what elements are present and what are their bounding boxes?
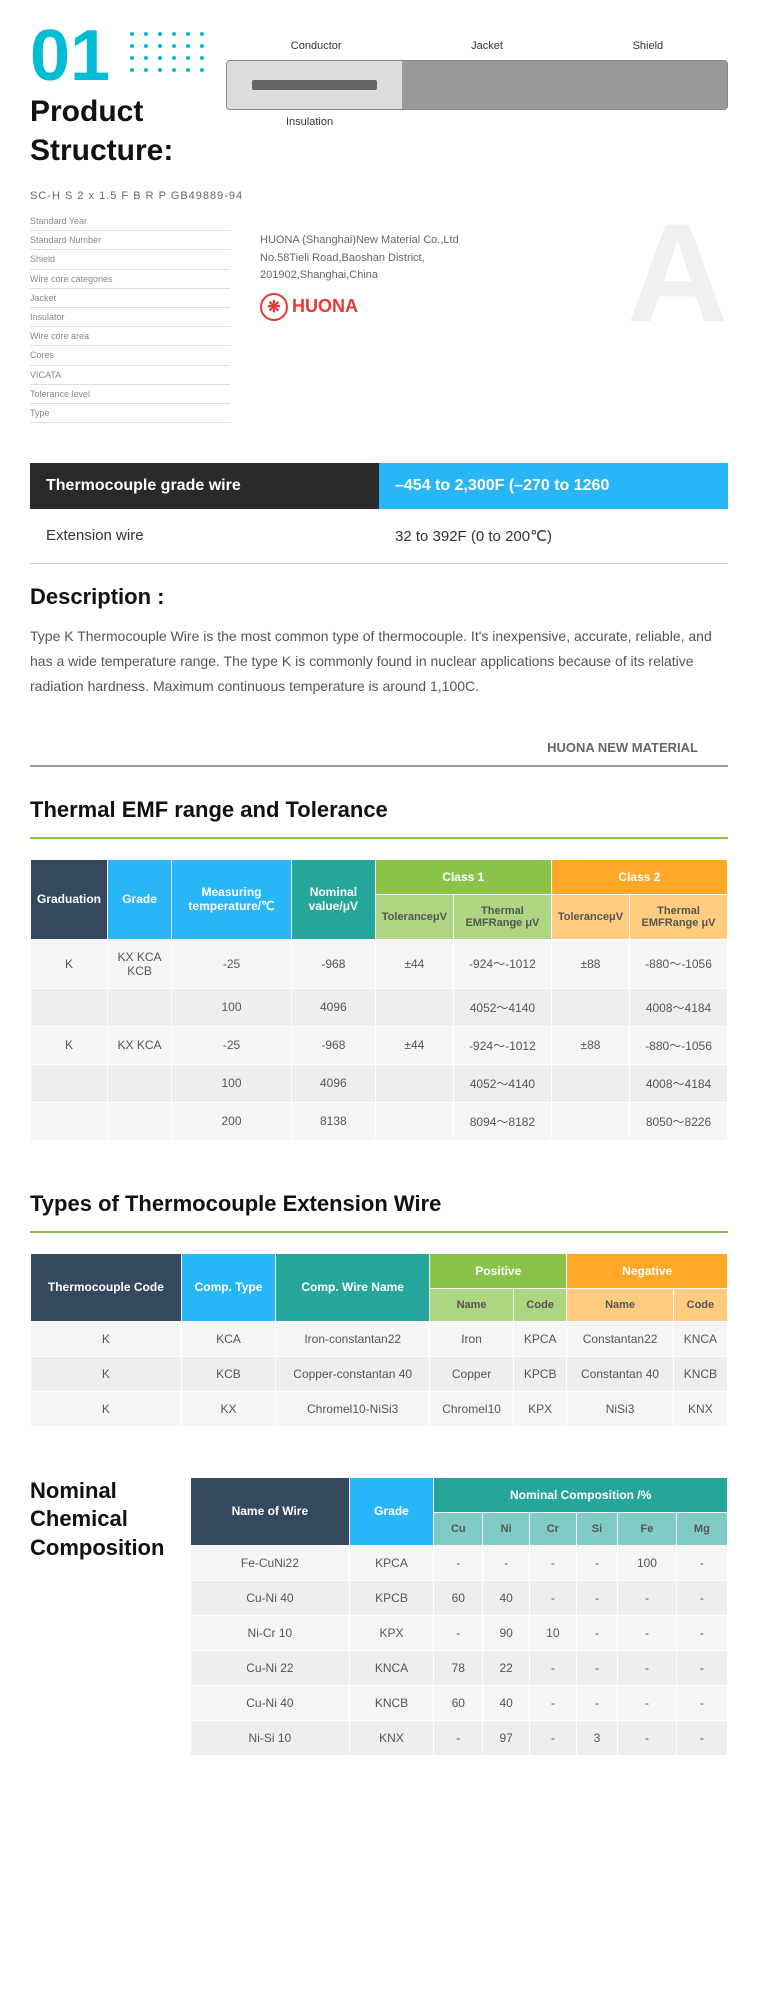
- huona-logo-text: HUONA: [292, 296, 358, 317]
- spec-label: Wire core categories: [30, 270, 230, 289]
- types-heading: Types of Thermocouple Extension Wire: [30, 1191, 728, 1217]
- huona-logo: ❋ HUONA: [260, 293, 358, 321]
- th-grade: Grade: [108, 859, 172, 939]
- th-grade2: Grade: [349, 1477, 434, 1545]
- grade-wire-value: –454 to 2,300F (–270 to 1260: [379, 463, 728, 509]
- types-table: Thermocouple Code Comp. Type Comp. Wire …: [30, 1253, 728, 1427]
- emf-section: Thermal EMF range and Tolerance: [0, 777, 758, 823]
- th-ncode: Code: [673, 1288, 727, 1321]
- table-row: Ni-Cr 10KPX-9010---: [191, 1615, 728, 1650]
- cable-label-insulation: Insulation: [226, 116, 728, 128]
- section-number-block: 01 Product Structure:: [30, 20, 206, 170]
- th-mg: Mg: [676, 1512, 727, 1545]
- emf-heading: Thermal EMF range and Tolerance: [30, 797, 728, 823]
- spec-labels-list: Standard YearStandard NumberShieldWire c…: [30, 212, 230, 423]
- header-section: 01 Product Structure: Conductor Jacket S…: [0, 0, 758, 180]
- table-row: KKCAIron-constantan22IronKPCAConstantan2…: [31, 1321, 728, 1356]
- spec-label: Shield: [30, 250, 230, 269]
- spec-label: Standard Year: [30, 212, 230, 231]
- composition-heading: Nominal Chemical Composition: [30, 1477, 170, 1756]
- spec-label: Standard Number: [30, 231, 230, 250]
- th-nominal-comp: Nominal Composition /%: [434, 1477, 728, 1512]
- decorative-dots: [130, 32, 206, 72]
- composition-section: Nominal Chemical Composition Name of Wir…: [0, 1457, 758, 1776]
- brand-bar: HUONA NEW MATERIAL: [30, 730, 728, 767]
- divider-line: [30, 1231, 728, 1233]
- table-row: Fe-CuNi22KPCA----100-: [191, 1545, 728, 1580]
- th-ni: Ni: [483, 1512, 530, 1545]
- huona-logo-icon: ❋: [260, 293, 288, 321]
- types-section: Types of Thermocouple Extension Wire: [0, 1171, 758, 1217]
- th-cr: Cr: [530, 1512, 577, 1545]
- table-row: KKX KCA KCB-25-968±44-924～-1012±88-880～-…: [31, 939, 728, 988]
- table-row: 10040964052～41404008～4184: [31, 988, 728, 1026]
- th-pcode: Code: [513, 1288, 566, 1321]
- table-row: 20081388094～81828050～8226: [31, 1102, 728, 1140]
- spec-label: Type: [30, 404, 230, 423]
- spec-label: Tolerance level: [30, 385, 230, 404]
- th-negative: Negative: [567, 1253, 728, 1288]
- th-si: Si: [576, 1512, 617, 1545]
- divider-line: [30, 837, 728, 839]
- th-measuring: Measuring temperature/℃: [172, 859, 292, 939]
- table-row: 10040964052～41404008～4184: [31, 1064, 728, 1102]
- cable-label-conductor: Conductor: [291, 40, 342, 52]
- th-tc-code: Thermocouple Code: [31, 1253, 182, 1321]
- grade-wire-label: Thermocouple grade wire: [30, 463, 379, 509]
- composition-table: Name of Wire Grade Nominal Composition /…: [190, 1477, 728, 1756]
- th-class2: Class 2: [551, 859, 727, 894]
- company-address1: No.58Tieli Road,Baoshan District,: [260, 250, 728, 268]
- spec-label: Cores: [30, 346, 230, 365]
- cable-illustration: [226, 60, 728, 110]
- table-row: KKXChromel10-NiSi3Chromel10KPXNiSi3KNX: [31, 1391, 728, 1426]
- description-section: Description : Type K Thermocouple Wire i…: [0, 564, 758, 720]
- th-wire-name2: Name of Wire: [191, 1477, 350, 1545]
- th-positive: Positive: [430, 1253, 567, 1288]
- company-name: HUONA (Shanghai)New Material Co.,Ltd: [260, 232, 728, 250]
- extension-label: Extension wire: [30, 509, 379, 563]
- page-title: Product Structure:: [30, 92, 206, 170]
- table-row: Ni-Si 10KNX-97-3--: [191, 1720, 728, 1755]
- th-tol2: ToleranceμV: [551, 894, 629, 939]
- company-address2: 201902,Shanghai,China: [260, 267, 728, 285]
- extension-value: 32 to 392F (0 to 200℃): [379, 509, 728, 563]
- company-info: A HUONA (Shanghai)New Material Co.,Ltd N…: [260, 212, 728, 423]
- spec-diagram: Standard YearStandard NumberShieldWire c…: [0, 212, 758, 443]
- table-row: Cu-Ni 22KNCA7822----: [191, 1650, 728, 1685]
- emf-table: Graduation Grade Measuring temperature/℃…: [30, 859, 728, 1141]
- th-pname: Name: [430, 1288, 514, 1321]
- description-heading: Description :: [30, 584, 728, 610]
- th-wire-name: Comp. Wire Name: [276, 1253, 430, 1321]
- table-row: Cu-Ni 40KPCB6040----: [191, 1580, 728, 1615]
- th-nominal: Nominal value/μV: [291, 859, 375, 939]
- th-emf1: Thermal EMFRange μV: [453, 894, 551, 939]
- cable-diagram: Conductor Jacket Shield Insulation: [226, 20, 728, 128]
- th-nname: Name: [567, 1288, 673, 1321]
- spec-label: VICATA: [30, 366, 230, 385]
- spec-label: Jacket: [30, 289, 230, 308]
- description-text: Type K Thermocouple Wire is the most com…: [30, 624, 728, 700]
- cable-label-jacket: Jacket: [471, 40, 503, 52]
- extension-wire-row: Extension wire 32 to 392F (0 to 200℃): [30, 509, 728, 564]
- cable-label-shield: Shield: [633, 40, 664, 52]
- grade-wire-bar: Thermocouple grade wire –454 to 2,300F (…: [30, 463, 728, 509]
- table-row: KKX KCA-25-968±44-924～-1012±88-880～-1056: [31, 1026, 728, 1064]
- spec-label: Wire core area: [30, 327, 230, 346]
- th-graduation: Graduation: [31, 859, 108, 939]
- th-tol1: ToleranceμV: [375, 894, 453, 939]
- th-emf2: Thermal EMFRange μV: [630, 894, 728, 939]
- th-class1: Class 1: [375, 859, 551, 894]
- th-comp-type: Comp. Type: [181, 1253, 275, 1321]
- th-fe: Fe: [618, 1512, 677, 1545]
- th-cu: Cu: [434, 1512, 483, 1545]
- spec-label: Insulator: [30, 308, 230, 327]
- table-row: KKCBCopper-constantan 40CopperKPCBConsta…: [31, 1356, 728, 1391]
- table-row: Cu-Ni 40KNCB6040----: [191, 1685, 728, 1720]
